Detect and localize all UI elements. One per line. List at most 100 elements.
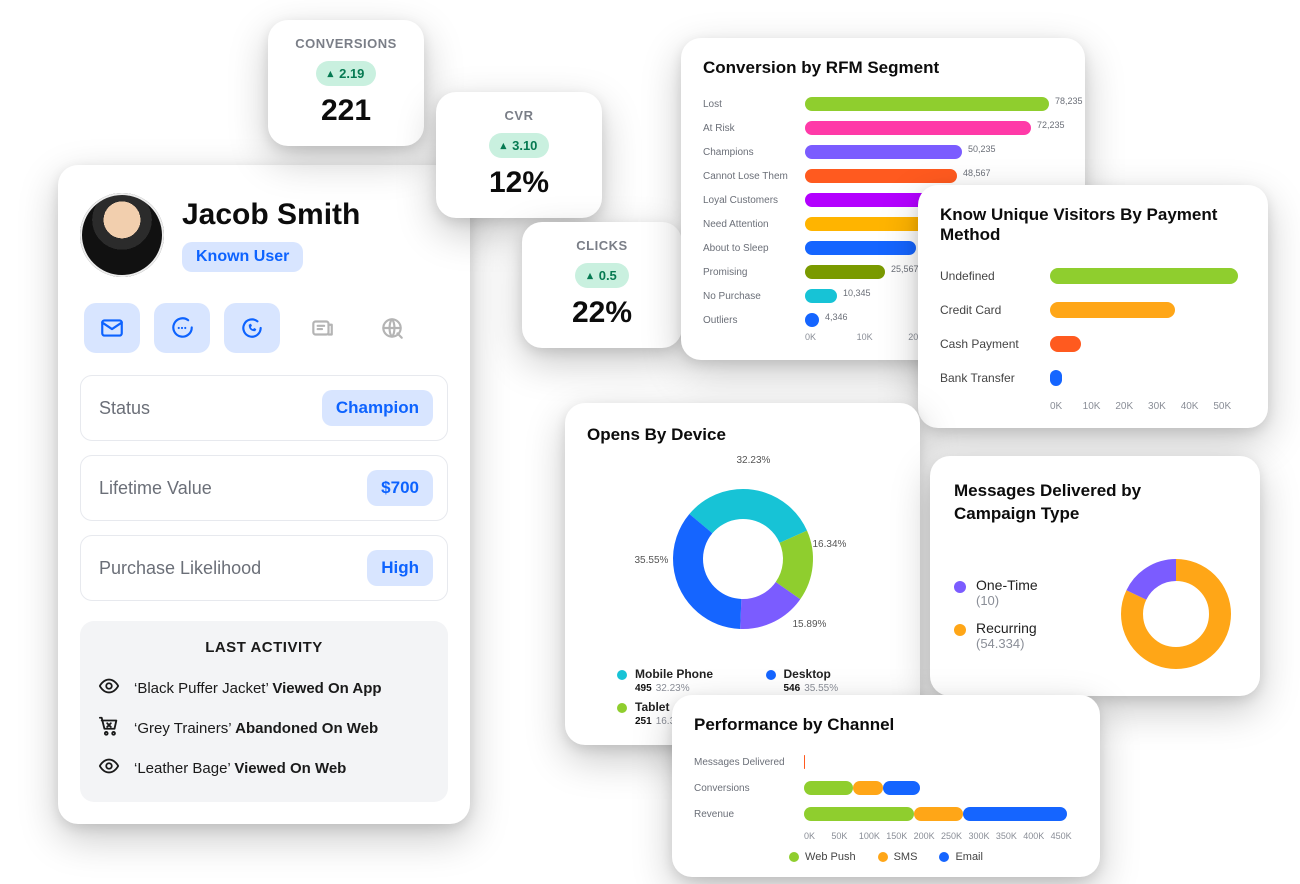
perf-seg <box>804 781 853 795</box>
pay-label: Undefined <box>940 269 1040 283</box>
pay-label: Credit Card <box>940 303 1040 317</box>
pay-row: Cash Payment <box>940 327 1246 361</box>
cart-icon <box>98 715 120 741</box>
stat-title: CVR <box>460 108 578 123</box>
axis-tick: 200K <box>914 831 941 841</box>
axis-tick: 20K <box>1115 401 1148 412</box>
activity-item: ‘Grey Trainers’ Abandoned On Web <box>96 708 432 748</box>
legend-item: SMS <box>878 851 918 863</box>
web-icon[interactable] <box>364 303 420 353</box>
axis-tick: 250K <box>941 831 968 841</box>
rfm-bar <box>805 145 962 159</box>
legend-item: One-Time(10) <box>954 577 1038 608</box>
legend-item: Mobile Phone 49532.23% <box>617 667 740 694</box>
rfm-row: At Risk 72,235 <box>703 116 1063 140</box>
legend-item: Recurring(54.334) <box>954 620 1038 651</box>
rfm-bar <box>805 169 957 183</box>
pay-row: Bank Transfer <box>940 361 1246 395</box>
rfm-value: 78,235 <box>1055 96 1083 106</box>
axis-tick: 300K <box>968 831 995 841</box>
whatsapp-icon[interactable] <box>224 303 280 353</box>
rfm-label: At Risk <box>703 123 795 134</box>
rfm-row: Lost 78,235 <box>703 92 1063 116</box>
messages-chart-card: Messages Delivered by Campaign Type One-… <box>930 456 1260 696</box>
last-activity-panel: LAST ACTIVITY ‘Black Puffer Jacket’ View… <box>80 621 448 802</box>
legend-dot-icon <box>617 703 627 713</box>
chart-title: Messages Delivered by Campaign Type <box>954 480 1236 526</box>
perf-label: Conversions <box>694 783 794 794</box>
perf-seg <box>804 755 805 769</box>
axis-tick: 50K <box>1213 401 1246 412</box>
rfm-value: 72,235 <box>1037 120 1065 130</box>
opens-chart-card: Opens By Device 32.23%16.34%15.89%35.55%… <box>565 403 920 745</box>
rfm-label: Need Attention <box>703 219 795 230</box>
legend-dot-icon <box>878 852 888 862</box>
axis-tick: 450K <box>1051 831 1078 841</box>
profile-badge: Known User <box>182 242 303 272</box>
rfm-bar <box>805 121 1031 135</box>
donut-pct-label: 15.89% <box>793 619 827 630</box>
axis-tick: 0K <box>804 831 831 841</box>
rfm-value: 10,345 <box>843 288 871 298</box>
legend-dot-icon <box>954 581 966 593</box>
legend-dot-icon <box>939 852 949 862</box>
rfm-value: 48,567 <box>963 168 991 178</box>
caret-up-icon: ▴ <box>328 67 334 80</box>
pay-label: Bank Transfer <box>940 371 1040 385</box>
axis-tick: 0K <box>805 332 857 342</box>
rfm-label: Outliers <box>703 315 795 326</box>
profile-row-label: Purchase Likelihood <box>99 558 261 579</box>
rfm-row: Champions 50,235 <box>703 140 1063 164</box>
pay-label: Cash Payment <box>940 337 1040 351</box>
delta-pill: ▴2.19 <box>316 61 377 86</box>
pay-row: Undefined <box>940 259 1246 293</box>
rfm-bar <box>805 265 885 279</box>
stat-clicks-card: CLICKS ▴0.5 22% <box>522 222 682 348</box>
pay-row: Credit Card <box>940 293 1246 327</box>
legend-dot-icon <box>789 852 799 862</box>
stat-value: 221 <box>292 94 400 128</box>
chat-icon[interactable] <box>154 303 210 353</box>
perf-label: Revenue <box>694 809 794 820</box>
axis-tick: 30K <box>1148 401 1181 412</box>
perf-row: Messages Delivered <box>694 749 1078 775</box>
axis-tick: 100K <box>859 831 886 841</box>
perf-seg <box>963 807 1067 821</box>
profile-row-value: $700 <box>367 470 433 506</box>
avatar <box>80 193 164 277</box>
pay-bar <box>1050 302 1175 318</box>
legend-item: Email <box>939 851 983 863</box>
stat-title: CLICKS <box>546 238 658 253</box>
opens-donut: 32.23%16.34%15.89%35.55% <box>643 459 843 659</box>
activity-item: ‘Leather Bage’ Viewed On Web <box>96 748 432 788</box>
legend-dot-icon <box>954 624 966 636</box>
donut-pct-label: 35.55% <box>635 555 669 566</box>
profile-row: Lifetime Value $700 <box>80 455 448 521</box>
pay-bar <box>1050 370 1062 386</box>
perf-row: Revenue <box>694 801 1078 827</box>
last-activity-title: LAST ACTIVITY <box>96 639 432 656</box>
rfm-label: Loyal Customers <box>703 195 795 206</box>
inapp-icon[interactable] <box>294 303 350 353</box>
rfm-label: About to Sleep <box>703 243 795 254</box>
rfm-label: No Purchase <box>703 291 795 302</box>
stat-value: 12% <box>460 166 578 200</box>
email-icon[interactable] <box>84 303 140 353</box>
profile-name: Jacob Smith <box>182 198 360 232</box>
profile-row-value: High <box>367 550 433 586</box>
perf-seg <box>914 807 963 821</box>
rfm-bar <box>805 313 819 327</box>
channel-row <box>80 303 448 353</box>
axis-tick: 40K <box>1181 401 1214 412</box>
stat-cvr-card: CVR ▴3.10 12% <box>436 92 602 218</box>
legend-dot-icon <box>617 670 627 680</box>
chart-title: Performance by Channel <box>694 715 1078 735</box>
axis-tick: 150K <box>886 831 913 841</box>
perf-seg <box>883 781 920 795</box>
profile-card: Jacob Smith Known User Status Champion Li… <box>58 165 470 824</box>
profile-row: Status Champion <box>80 375 448 441</box>
legend-item: Desktop 54635.55% <box>766 667 889 694</box>
profile-row-label: Lifetime Value <box>99 478 212 499</box>
messages-donut <box>1116 554 1236 674</box>
perf-label: Messages Delivered <box>694 757 794 768</box>
